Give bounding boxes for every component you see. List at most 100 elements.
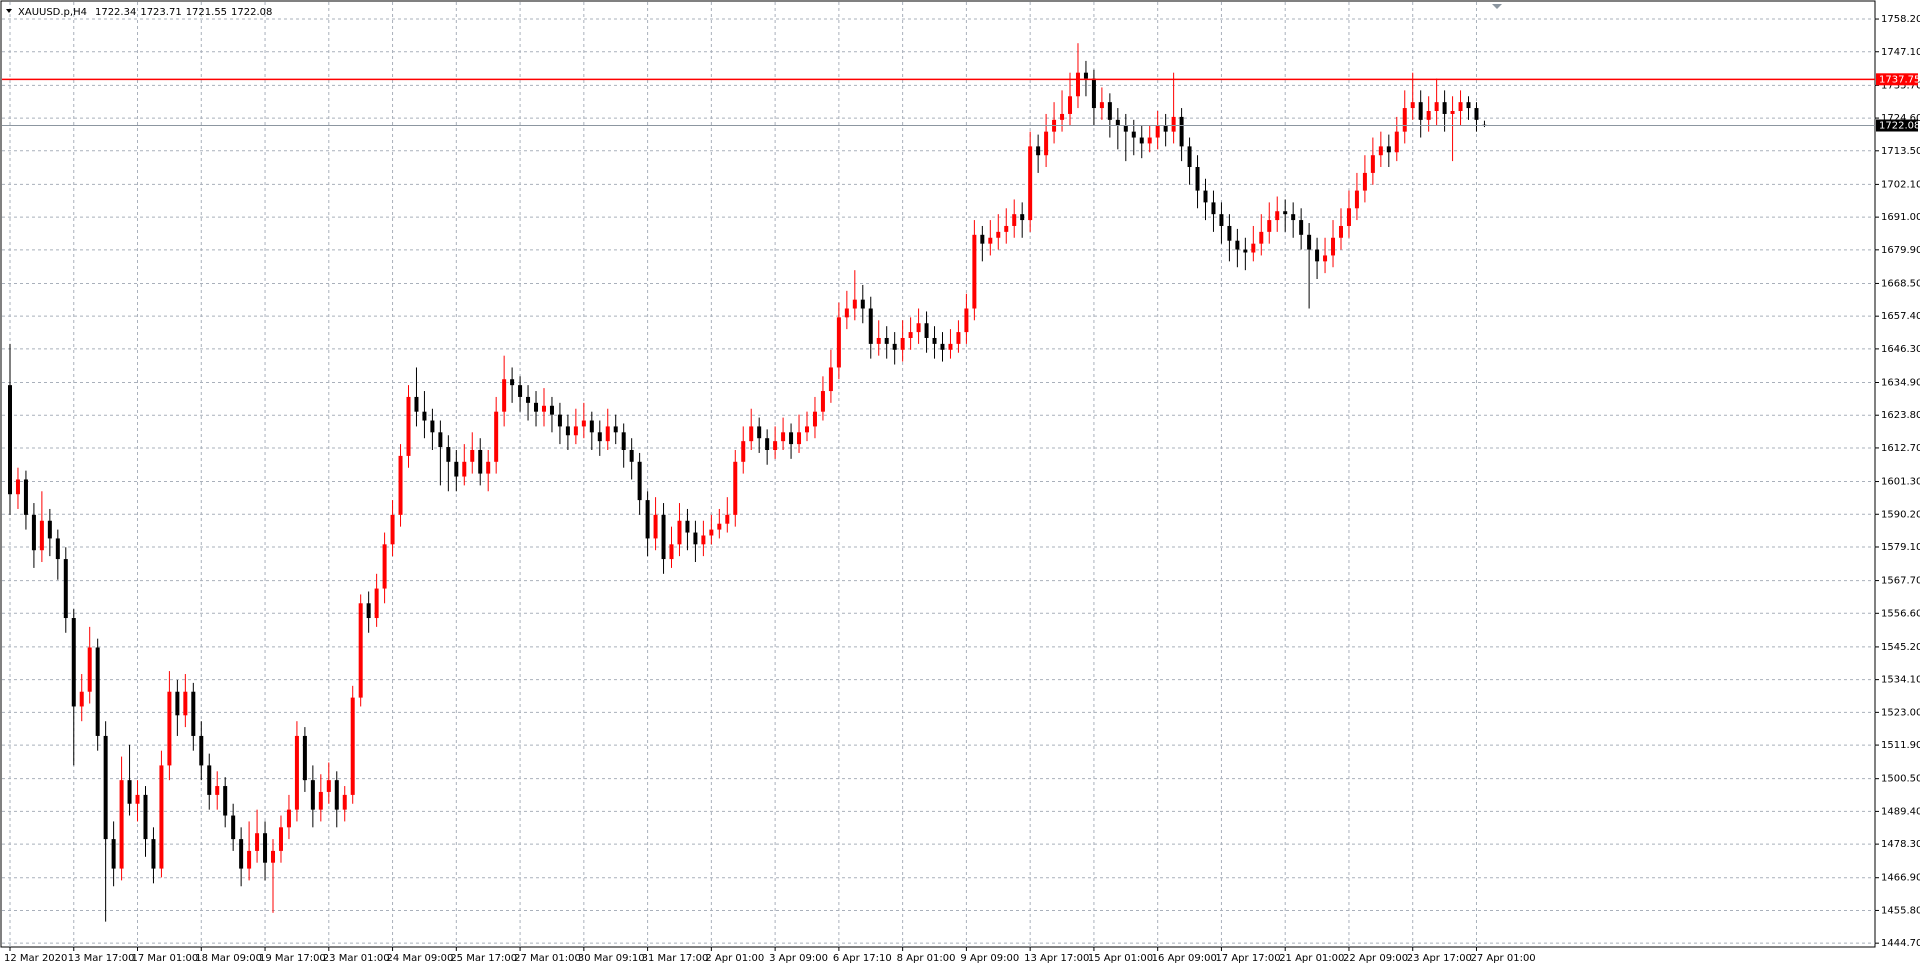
candle-body [247, 850, 252, 869]
candle-body [79, 691, 84, 707]
x-tick-label: 17 Mar 01:00 [132, 953, 199, 964]
close: 1722.08 [231, 7, 272, 18]
candle-body [278, 827, 283, 851]
candle-body [1338, 225, 1343, 238]
candle-body [653, 514, 658, 539]
menu-arrow[interactable] [6, 9, 12, 13]
x-tick-label: 19 Mar 17:00 [259, 953, 326, 964]
candle-body [541, 405, 546, 412]
candle-body [31, 514, 36, 551]
candle-body [621, 432, 626, 451]
candle-body [661, 514, 666, 560]
y-tick-label: 1623.80 [1881, 410, 1920, 421]
candle-body [1299, 220, 1304, 235]
candle-body [350, 697, 355, 795]
candle-body [693, 532, 698, 545]
candle-body [1083, 72, 1088, 79]
candle-body [669, 544, 674, 560]
candle-body [1219, 214, 1224, 226]
candle-body [549, 405, 554, 415]
candle-body [820, 391, 825, 412]
candle-body [1147, 137, 1152, 144]
candle-body [1386, 146, 1391, 153]
high: 1723.71 [140, 7, 181, 18]
x-tick-label: 21 Apr 01:00 [1279, 953, 1344, 964]
candle-body [1235, 240, 1240, 250]
candle-body [940, 343, 945, 350]
candle-body [302, 735, 307, 781]
candle-body [1394, 131, 1399, 153]
y-tick-label: 1646.30 [1881, 344, 1920, 355]
candle-body [398, 455, 403, 515]
y-tick-label: 1668.50 [1881, 278, 1920, 289]
x-tick-label: 31 Mar 17:00 [642, 953, 709, 964]
candle-body [573, 426, 578, 436]
candle-body [1123, 125, 1128, 132]
candle-body [860, 299, 865, 309]
candle-body [191, 691, 196, 736]
candle-body [406, 396, 411, 456]
candle-body [956, 332, 961, 344]
candle-body [1362, 172, 1367, 191]
y-tick-label: 1612.70 [1881, 443, 1920, 454]
candle-body [1267, 220, 1272, 232]
candle-body [725, 514, 730, 524]
candle-body [1163, 125, 1168, 132]
candle-body [1331, 237, 1336, 256]
candle-body [1291, 214, 1296, 221]
candle-body [557, 414, 562, 427]
candles-layer [8, 43, 1487, 922]
candle-body [1275, 211, 1280, 221]
plot-frame [0, 0, 1876, 948]
candle-body [717, 523, 722, 530]
x-tick-label: 24 Mar 09:00 [387, 953, 454, 964]
candle-body [358, 603, 363, 698]
candle-body [143, 794, 148, 840]
x-tick-label: 9 Apr 09:00 [960, 953, 1019, 964]
y-tick-label: 1500.50 [1881, 774, 1920, 785]
candle-body [1028, 146, 1033, 221]
candle-body [852, 299, 857, 309]
candle-body [964, 308, 969, 333]
level-label: 1737.75 [1879, 74, 1920, 85]
x-tick-label: 8 Apr 01:00 [897, 953, 956, 964]
candle-body [127, 780, 132, 804]
candle-body [932, 337, 937, 344]
candle-body [1131, 131, 1136, 138]
candle-body [1211, 202, 1216, 215]
overlay-layer: 1737.75 1722.08 [2, 73, 1920, 132]
x-tick-label: 30 Mar 09:10 [578, 953, 645, 964]
candle-body [478, 450, 483, 474]
candle-body [494, 411, 499, 462]
shift-marker[interactable] [1492, 4, 1502, 9]
candle-body [773, 441, 778, 451]
candle-body [438, 432, 443, 448]
y-tick-label: 1724.60 [1881, 113, 1920, 124]
candle-body [1283, 211, 1288, 215]
candle-body [175, 691, 180, 716]
candle-body [422, 411, 427, 421]
candle-body [565, 426, 570, 436]
candle-body [1410, 102, 1415, 109]
candle-body [87, 647, 92, 692]
candle-body [510, 379, 515, 386]
candle-body [366, 603, 371, 619]
y-tick-label: 1713.50 [1881, 146, 1920, 157]
candle-body [1203, 190, 1208, 203]
x-tick-label: 27 Apr 01:00 [1470, 953, 1535, 964]
candle-body [629, 450, 634, 462]
candle-body [1091, 78, 1096, 109]
y-tick-label: 1567.70 [1881, 576, 1920, 587]
price-label-box [1876, 119, 1918, 132]
candle-body [310, 780, 315, 810]
candle-body [326, 780, 331, 792]
y-tick-label: 1590.20 [1881, 509, 1920, 520]
candle-body [605, 426, 610, 442]
x-tick-label: 3 Apr 09:00 [769, 953, 828, 964]
candle-body [271, 850, 276, 863]
candle-body [55, 538, 60, 560]
candle-body [1004, 225, 1009, 232]
x-tick-label: 12 Mar 2020 [4, 953, 67, 964]
x-tick-label: 16 Apr 09:00 [1152, 953, 1217, 964]
